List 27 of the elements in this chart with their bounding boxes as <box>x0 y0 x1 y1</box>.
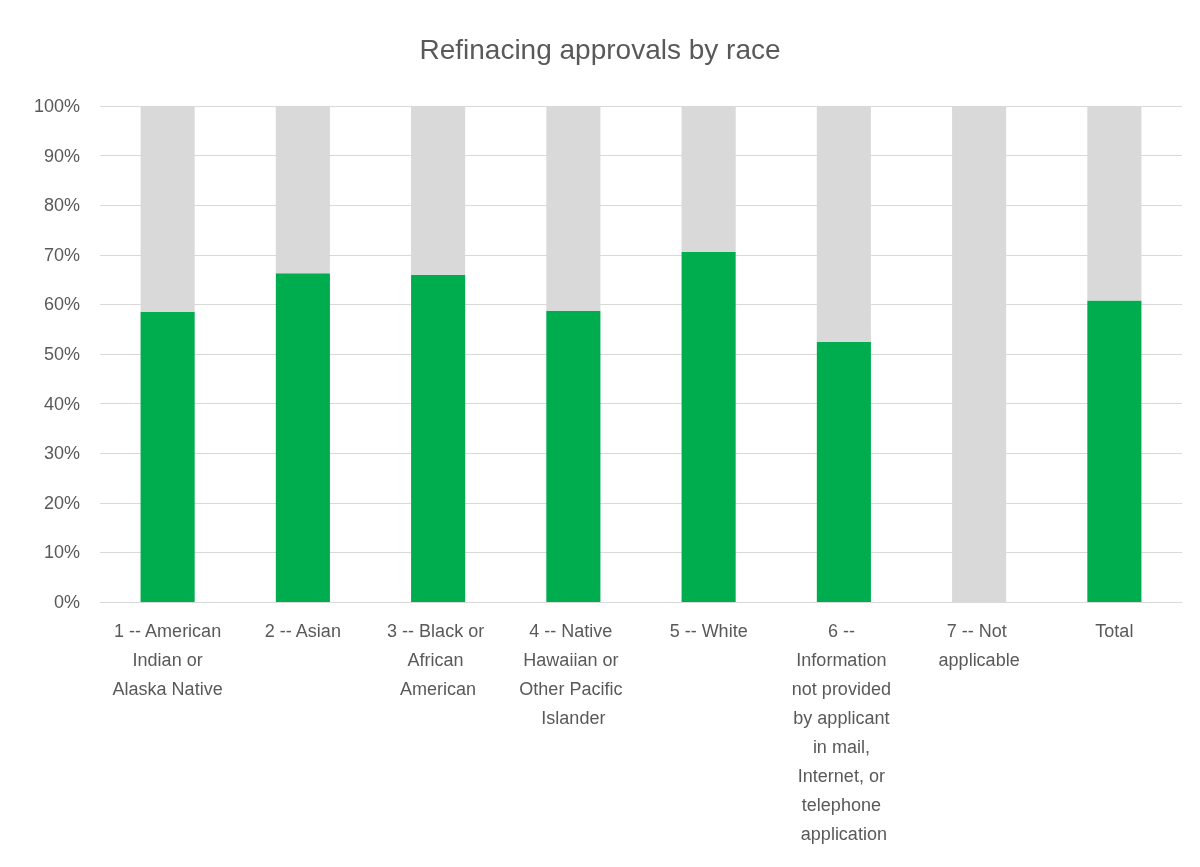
bar <box>546 310 601 602</box>
y-tick-label: 70% <box>43 244 80 265</box>
y-tick-label: 30% <box>43 443 80 464</box>
chart-title: Refinacing approvals by race <box>419 33 781 65</box>
bar <box>816 342 871 602</box>
bar <box>411 274 466 602</box>
bar <box>1087 300 1142 602</box>
x-tick-label: 4 -- Native Hawaiian or Other Pacific Islander <box>519 620 628 728</box>
y-tick-label: 0% <box>53 592 80 612</box>
x-tick-label: 6 -- Information not provided by applicant in mail, Internet, or telephone application <box>791 620 896 844</box>
y-tick-label: 80% <box>43 195 80 216</box>
y-tick-label: 50% <box>43 344 80 364</box>
x-tick-label: 3 -- Black or African American <box>387 620 490 699</box>
y-tick-label: 100% <box>33 96 80 116</box>
bar <box>681 251 736 602</box>
y-tick-label: 10% <box>43 542 80 563</box>
bar <box>140 311 195 602</box>
y-tick-label: 20% <box>43 492 80 513</box>
x-tick-label: 7 -- Not applicable <box>938 620 1020 670</box>
x-tick-label: 5 -- White <box>669 620 748 641</box>
y-tick-label: 60% <box>43 294 80 315</box>
x-tick-label: 1 -- American Indian or Alaska Native <box>112 620 223 699</box>
y-tick-label: 40% <box>43 393 80 414</box>
y-tick-label: 90% <box>43 145 80 166</box>
x-tick-label: Total <box>1095 620 1134 641</box>
bar <box>275 273 330 602</box>
x-tick-label: 2 -- Asian <box>264 620 341 641</box>
